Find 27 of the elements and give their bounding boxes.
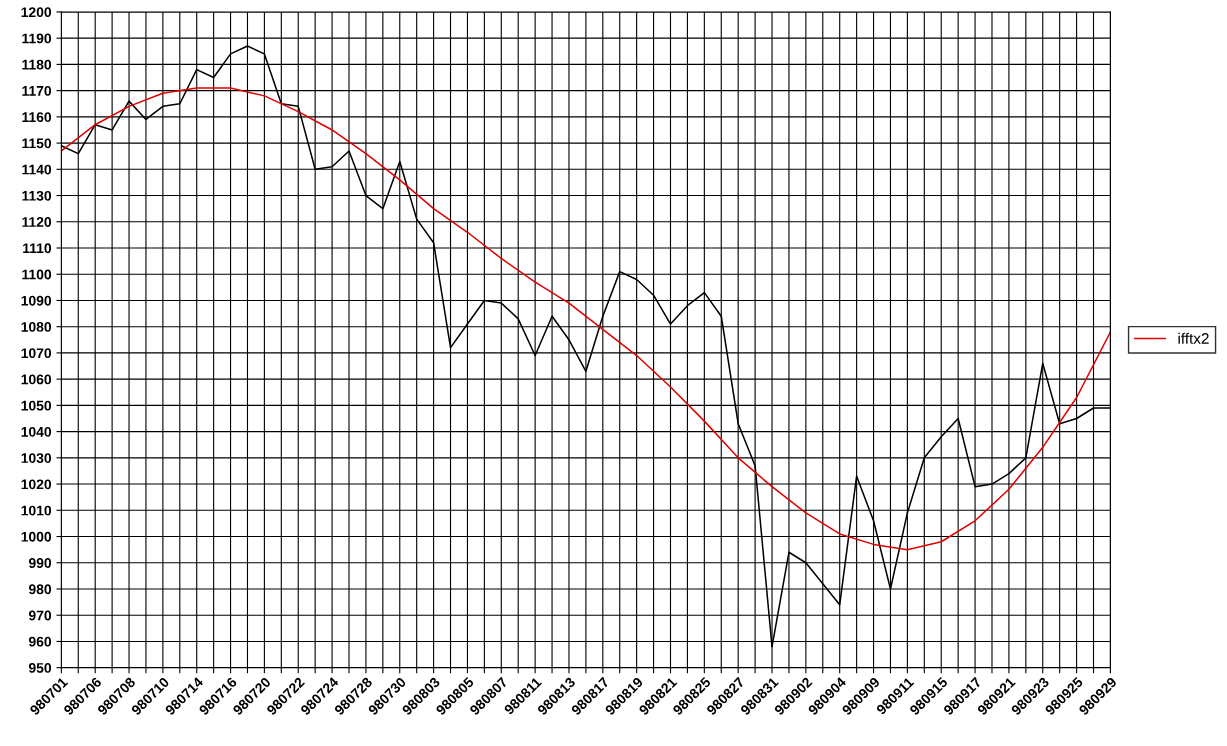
y-tick-label: 960 <box>28 636 52 647</box>
y-tick-label: 1170 <box>22 85 52 96</box>
y-tick-label: 1010 <box>21 505 52 516</box>
y-tick-label: 1130 <box>22 190 52 201</box>
y-tick-label: 1060 <box>21 374 52 385</box>
y-tick-label: 1190 <box>22 33 52 44</box>
y-tick-label: 1120 <box>22 217 52 227</box>
y-tick-label: 1040 <box>21 426 52 437</box>
y-tick-label: 1050 <box>21 400 52 411</box>
y-tick-label: 950 <box>28 663 52 673</box>
y-tick-label: 1140 <box>22 164 52 175</box>
y-tick-label: 1150 <box>22 138 52 149</box>
y-tick-label: 1000 <box>21 531 52 542</box>
y-tick-label: 1180 <box>22 59 52 70</box>
y-tick-label: 1100 <box>22 269 52 280</box>
legend-label: ifftx2 <box>1178 332 1209 344</box>
y-tick-label: 990 <box>28 558 52 568</box>
y-tick-label: 1070 <box>21 348 52 359</box>
y-tick-label: 1020 <box>21 479 52 490</box>
y-tick-label: 970 <box>28 610 52 621</box>
y-tick-label: 980 <box>28 584 52 595</box>
y-tick-label: 1160 <box>22 112 52 123</box>
y-tick-label: 1200 <box>21 7 52 18</box>
y-tick-label: 1090 <box>21 295 52 306</box>
y-tick-label: 1110 <box>23 243 52 254</box>
y-tick-label: 1030 <box>21 453 52 464</box>
y-tick-label: 1080 <box>21 322 52 332</box>
